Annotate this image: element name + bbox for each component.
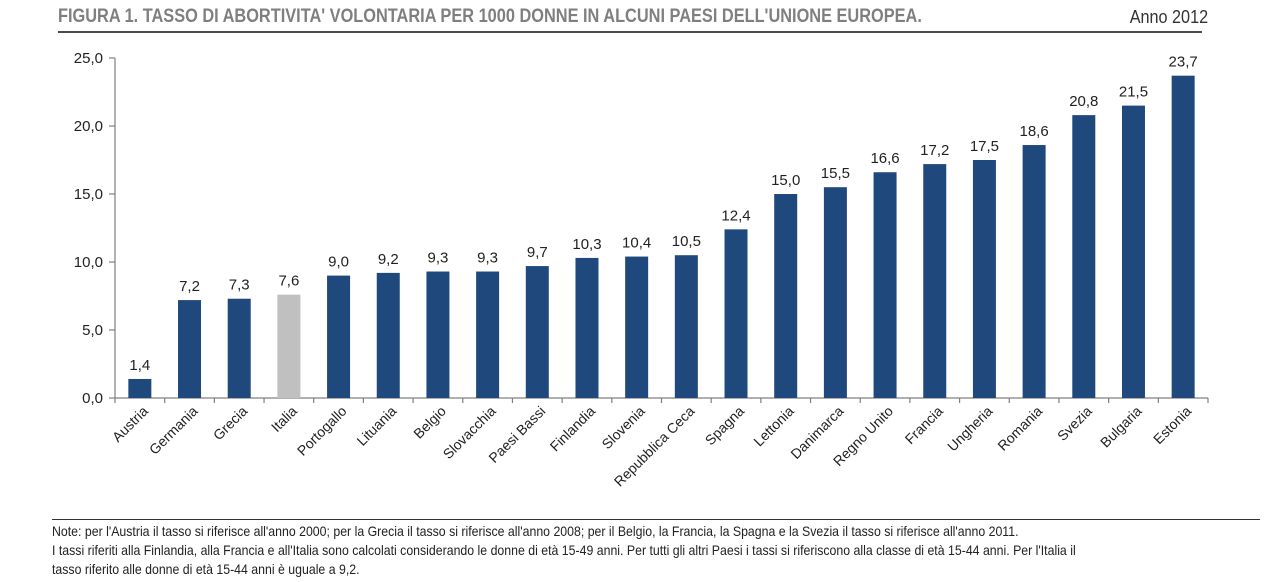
value-label: 17,5 <box>970 138 999 155</box>
category-label: Germania <box>146 403 201 458</box>
y-tick-label: 5,0 <box>82 322 103 339</box>
x-axis <box>114 397 1209 403</box>
bar-italia <box>277 294 301 398</box>
value-label: 7,2 <box>179 278 200 295</box>
bar-belgio <box>426 271 450 398</box>
value-label: 17,2 <box>920 142 949 159</box>
notes: Note: per l'Austria il tasso si riferisc… <box>52 522 1280 579</box>
category-label: Ungheria <box>944 403 996 455</box>
value-label: 16,6 <box>870 150 899 167</box>
category-label: Belgio <box>410 403 449 442</box>
note-line-1: Note: per l'Austria il tasso si riferisc… <box>52 523 1019 539</box>
value-label: 10,5 <box>672 233 701 250</box>
category-label: Lettonia <box>750 403 797 450</box>
bar-estonia <box>1171 75 1195 399</box>
value-label: 21,5 <box>1119 84 1148 101</box>
value-label: 1,4 <box>129 357 150 374</box>
bar-paesi-bassi <box>525 266 549 398</box>
bar-austria <box>128 378 152 398</box>
title-divider <box>58 31 1202 33</box>
category-label: Bulgaria <box>1097 403 1145 451</box>
category-label: Portogallo <box>294 403 350 459</box>
bar-regno-unito <box>873 172 897 398</box>
note-line-2: I tassi riferiti alla Finlandia, alla Fr… <box>52 542 1076 558</box>
bar-chart: 0,0 5,0 10,0 15,0 20,0 25,0 1,4 7,2 7,3 7,6 9,0 9,… <box>74 50 1209 490</box>
value-label: 9,0 <box>328 254 349 271</box>
note-line-3: tasso riferito alle donne di età 15-44 a… <box>52 561 360 577</box>
value-label: 9,3 <box>428 250 449 267</box>
value-label: 10,3 <box>572 236 601 253</box>
category-label: Romania <box>994 403 1045 454</box>
value-label: 15,0 <box>771 172 800 189</box>
category-label: Grecia <box>210 403 251 444</box>
bar-repubblica-ceca <box>674 255 698 398</box>
bar-bulgaria <box>1121 105 1145 398</box>
y-tick-label: 10,0 <box>74 254 103 271</box>
value-labels: 1,4 7,2 7,3 7,6 9,0 9,2 9,3 9,3 9,7 10,3 10,4 10,5 1… <box>129 54 1197 374</box>
y-axis: 0,0 5,0 10,0 15,0 20,0 25,0 <box>74 50 116 407</box>
bar-svezia <box>1072 115 1096 399</box>
bar-slovenia <box>625 256 649 398</box>
value-label: 9,3 <box>477 250 498 267</box>
y-tick-label: 25,0 <box>74 50 103 67</box>
chart-title: FIGURA 1. TASSO DI ABORTIVITA' VOLONTARI… <box>58 6 922 27</box>
category-label: Francia <box>902 403 946 447</box>
category-label: Italia <box>268 403 300 435</box>
category-label: Spagna <box>702 403 748 449</box>
bar-spagna <box>724 229 748 398</box>
category-label: Slovenia <box>598 403 647 452</box>
category-label: Estonia <box>1150 403 1194 447</box>
y-tick-label: 20,0 <box>74 118 103 135</box>
bar-romania <box>1022 145 1046 398</box>
value-label: 9,2 <box>378 251 399 268</box>
value-label: 15,5 <box>821 165 850 182</box>
value-label: 9,7 <box>527 244 548 261</box>
bar-lettonia <box>774 194 798 398</box>
category-label: Svezia <box>1054 403 1095 444</box>
bar-lituania <box>376 272 400 398</box>
bar-portogallo <box>327 275 351 398</box>
bars <box>128 75 1195 399</box>
bar-ungheria <box>972 160 996 398</box>
category-label: Austria <box>109 403 151 445</box>
value-label: 20,8 <box>1069 93 1098 110</box>
bar-slovacchia <box>476 271 500 398</box>
value-label: 12,4 <box>721 207 750 224</box>
y-tick-label: 15,0 <box>74 186 103 203</box>
value-label: 23,7 <box>1169 54 1198 71</box>
value-label: 7,6 <box>278 273 299 290</box>
bar-finlandia <box>575 257 599 398</box>
bar-germania <box>178 300 202 398</box>
bar-danimarca <box>823 187 847 398</box>
chart-year: Anno 2012 <box>1129 7 1208 27</box>
value-label: 7,3 <box>229 277 250 294</box>
bar-grecia <box>227 298 251 398</box>
notes-divider <box>52 519 1260 520</box>
category-label: Lituania <box>353 403 399 449</box>
chart-title-row: FIGURA 1. TASSO DI ABORTIVITA' VOLONTARI… <box>58 6 1208 30</box>
value-label: 10,4 <box>622 235 651 252</box>
y-tick-label: 0,0 <box>82 390 103 407</box>
bar-francia <box>923 164 947 398</box>
category-label: Finlandia <box>547 403 599 455</box>
value-label: 18,6 <box>1020 123 1049 140</box>
